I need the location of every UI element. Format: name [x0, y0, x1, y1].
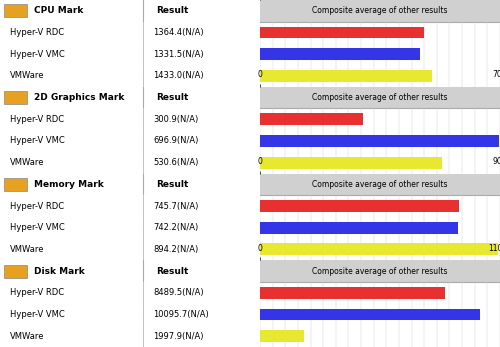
- Text: 745.7(N/A): 745.7(N/A): [154, 202, 199, 211]
- Text: 1997.9(N/A): 1997.9(N/A): [154, 332, 204, 341]
- Bar: [260, 287, 445, 299]
- Text: Result: Result: [156, 93, 188, 102]
- Text: Hyper-V VMC: Hyper-V VMC: [10, 310, 65, 319]
- Text: VMWare: VMWare: [10, 245, 45, 254]
- Text: Hyper-V VMC: Hyper-V VMC: [10, 136, 65, 145]
- FancyBboxPatch shape: [4, 4, 28, 17]
- Text: Memory Mark: Memory Mark: [34, 180, 103, 189]
- Text: 10095.7(N/A): 10095.7(N/A): [154, 310, 209, 319]
- Text: 696.9(N/A): 696.9(N/A): [154, 136, 199, 145]
- Text: CPU Mark: CPU Mark: [34, 6, 83, 15]
- Bar: [260, 308, 480, 320]
- Text: Hyper-V RDC: Hyper-V RDC: [10, 288, 64, 297]
- Text: VMWare: VMWare: [10, 332, 45, 341]
- FancyBboxPatch shape: [4, 91, 28, 104]
- Text: Composite average of other results: Composite average of other results: [312, 93, 448, 102]
- FancyBboxPatch shape: [4, 178, 28, 191]
- Text: Result: Result: [156, 180, 188, 189]
- Text: VMWare: VMWare: [10, 158, 45, 167]
- Text: Result: Result: [156, 266, 188, 276]
- Bar: [260, 222, 458, 234]
- FancyBboxPatch shape: [4, 265, 28, 278]
- Bar: [260, 200, 459, 212]
- Text: 8489.5(N/A): 8489.5(N/A): [154, 288, 204, 297]
- Text: 742.2(N/A): 742.2(N/A): [154, 223, 198, 232]
- Text: VMWare: VMWare: [10, 71, 45, 81]
- Text: Composite average of other results: Composite average of other results: [312, 266, 448, 276]
- Text: Result: Result: [156, 6, 188, 15]
- Text: Hyper-V RDC: Hyper-V RDC: [10, 115, 64, 124]
- Text: Hyper-V RDC: Hyper-V RDC: [10, 28, 64, 37]
- Bar: [260, 330, 304, 342]
- Text: Disk Mark: Disk Mark: [34, 266, 84, 276]
- Bar: [260, 70, 432, 82]
- Bar: [260, 48, 420, 60]
- Text: 2D Graphics Mark: 2D Graphics Mark: [34, 93, 124, 102]
- Bar: [260, 157, 442, 169]
- Text: Hyper-V RDC: Hyper-V RDC: [10, 202, 64, 211]
- Text: Hyper-V VMC: Hyper-V VMC: [10, 223, 65, 232]
- Text: 530.6(N/A): 530.6(N/A): [154, 158, 199, 167]
- Bar: [260, 244, 498, 255]
- Bar: [260, 135, 499, 147]
- Text: Hyper-V VMC: Hyper-V VMC: [10, 50, 65, 59]
- Text: 894.2(N/A): 894.2(N/A): [154, 245, 198, 254]
- Text: 1433.0(N/A): 1433.0(N/A): [154, 71, 204, 81]
- Text: Composite average of other results: Composite average of other results: [312, 180, 448, 189]
- Text: 300.9(N/A): 300.9(N/A): [154, 115, 198, 124]
- Bar: [260, 27, 424, 39]
- Bar: [260, 113, 363, 125]
- Text: 1364.4(N/A): 1364.4(N/A): [154, 28, 204, 37]
- Text: 1331.5(N/A): 1331.5(N/A): [154, 50, 204, 59]
- Text: Composite average of other results: Composite average of other results: [312, 6, 448, 15]
